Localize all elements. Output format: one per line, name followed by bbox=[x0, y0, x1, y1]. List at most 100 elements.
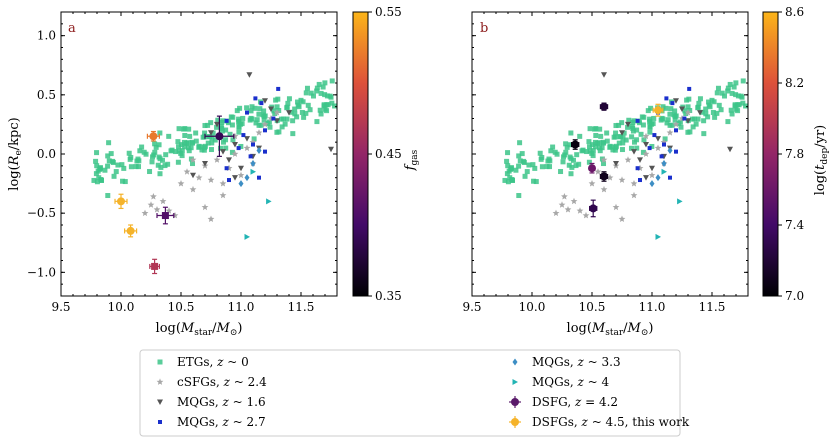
dsfg-point bbox=[149, 132, 158, 141]
etg-point bbox=[706, 102, 712, 108]
etg-point bbox=[597, 148, 603, 154]
etg-point bbox=[202, 145, 208, 151]
etg-point bbox=[705, 114, 711, 120]
p1-s1-point bbox=[558, 201, 566, 208]
etg-point bbox=[592, 139, 598, 145]
etg-point bbox=[310, 93, 316, 99]
p1-s2-point bbox=[643, 142, 649, 148]
p1-s2-point bbox=[649, 165, 655, 172]
p0-s3-point bbox=[224, 166, 229, 171]
etg-point bbox=[613, 130, 619, 136]
etg-point bbox=[530, 162, 536, 168]
p1-s2-point bbox=[655, 136, 661, 142]
etg-point bbox=[193, 138, 199, 144]
p0-s2-point bbox=[220, 149, 226, 155]
etg-point bbox=[105, 163, 111, 169]
etg-point bbox=[640, 149, 646, 155]
etg-point bbox=[662, 136, 668, 142]
p0-s1-point bbox=[195, 174, 203, 181]
p0-s2-point bbox=[202, 160, 208, 167]
etg-point bbox=[219, 125, 225, 131]
etg-point bbox=[320, 84, 326, 90]
etg-point bbox=[275, 96, 281, 102]
etg-point bbox=[155, 162, 161, 168]
etg-point bbox=[209, 135, 215, 141]
etg-point bbox=[629, 134, 635, 140]
etg-point bbox=[236, 124, 242, 130]
etg-point bbox=[266, 119, 272, 125]
etg-point bbox=[677, 119, 683, 125]
p1-s2-point bbox=[637, 157, 643, 163]
etg-point bbox=[517, 158, 523, 164]
colorbar-tick-label: 7.8 bbox=[785, 147, 804, 161]
etg-point bbox=[577, 133, 583, 139]
panel-b: 9.5 10.0 10.5 11.0 11.5 b log(Mstar/M⊙) 8.68… bbox=[462, 5, 830, 338]
p1-s4-point bbox=[649, 180, 655, 188]
etg-point bbox=[111, 173, 117, 179]
x-tick-label: 11.0 bbox=[639, 300, 666, 314]
etg-point bbox=[678, 124, 684, 130]
p0-s6-errbar bbox=[204, 115, 235, 157]
etg-point bbox=[209, 140, 215, 146]
etg-point bbox=[185, 145, 191, 151]
etg-point bbox=[626, 117, 632, 123]
etg-point bbox=[667, 111, 673, 117]
etg-point bbox=[697, 96, 703, 102]
p1-s1-point bbox=[618, 176, 626, 183]
etg-point bbox=[640, 122, 646, 128]
p0-s1-point bbox=[201, 203, 209, 211]
p1-s1-point bbox=[678, 114, 686, 122]
etg-point bbox=[660, 104, 666, 110]
etg-point bbox=[612, 147, 618, 153]
etg-point bbox=[234, 108, 240, 114]
etg-point bbox=[687, 108, 693, 114]
p0-s4-point bbox=[238, 180, 244, 188]
p0-s2-point bbox=[274, 118, 280, 124]
legend-label-dsfg45: DSFGs, z ~ 4.5, this work bbox=[532, 415, 690, 429]
p0-s7-errbar bbox=[123, 224, 138, 238]
etg-point bbox=[537, 150, 543, 156]
p1-s3-point bbox=[674, 149, 678, 154]
etg-point bbox=[620, 135, 626, 141]
etg-point bbox=[699, 109, 705, 115]
etg-point bbox=[314, 119, 320, 125]
etg-point bbox=[329, 78, 335, 84]
etg-point bbox=[613, 123, 619, 129]
etg-point bbox=[616, 140, 622, 146]
etg-point bbox=[596, 140, 602, 146]
etg-point bbox=[568, 130, 574, 136]
etg-point bbox=[303, 90, 309, 96]
etg-point bbox=[238, 143, 244, 149]
p1-s6-errbar bbox=[588, 199, 598, 218]
p1-s2-point bbox=[631, 149, 637, 155]
etg-point bbox=[663, 105, 669, 111]
p1-s3-point bbox=[670, 101, 675, 106]
p1-s6-errbar bbox=[599, 102, 609, 111]
etg-point bbox=[619, 120, 625, 126]
x-tick-label: 9.5 bbox=[462, 300, 481, 314]
x-tick-label: 9.5 bbox=[51, 300, 70, 314]
etg-point bbox=[593, 144, 599, 150]
etg-point bbox=[727, 81, 733, 87]
etg-point bbox=[152, 141, 158, 147]
etg-point bbox=[712, 114, 718, 120]
etg-point bbox=[620, 140, 626, 146]
legend-label-dsfg42: DSFG, z = 4.2 bbox=[532, 395, 618, 409]
etg-point bbox=[567, 142, 573, 148]
etg-point bbox=[274, 104, 280, 110]
etg-point bbox=[119, 162, 125, 168]
etg-point bbox=[308, 90, 314, 96]
etg-point bbox=[137, 148, 143, 154]
etg-point bbox=[638, 131, 644, 137]
etg-point bbox=[324, 108, 330, 114]
etg-point bbox=[193, 130, 199, 136]
etg-point bbox=[163, 152, 169, 158]
etg-point bbox=[524, 169, 530, 175]
panel-b-label: b bbox=[480, 21, 488, 36]
etg-point bbox=[576, 161, 582, 167]
etg-point bbox=[664, 120, 670, 126]
etg-point bbox=[604, 138, 610, 144]
etg-point bbox=[531, 178, 537, 184]
p1-s3-point bbox=[647, 146, 652, 151]
